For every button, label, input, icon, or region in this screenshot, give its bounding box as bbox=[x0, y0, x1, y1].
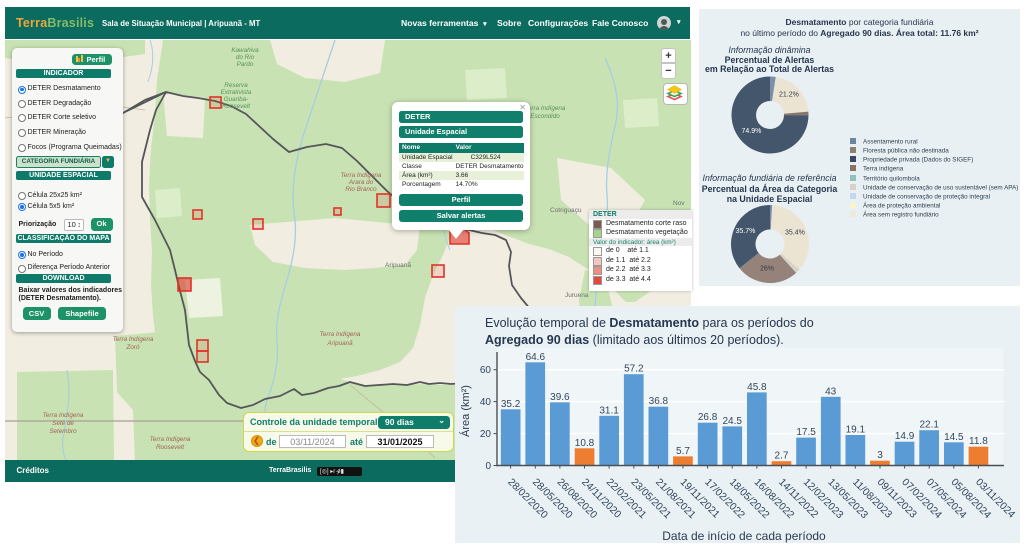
svg-text:3: 3 bbox=[877, 450, 883, 461]
svg-text:14.9: 14.9 bbox=[895, 431, 915, 442]
svg-text:Terra Indígena: Terra Indígena bbox=[43, 412, 84, 419]
svg-text:Pardo: Pardo bbox=[237, 61, 254, 68]
svg-text:36.8: 36.8 bbox=[649, 396, 669, 407]
svg-text:Aripuanã: Aripuanã bbox=[326, 340, 353, 347]
svg-text:Guariba-: Guariba- bbox=[224, 96, 249, 103]
svg-text:Nov: Nov bbox=[673, 200, 685, 207]
svg-text:Terra Indígena: Terra Indígena bbox=[341, 172, 382, 179]
svg-text:Roosevelt: Roosevelt bbox=[156, 444, 184, 451]
svg-text:Terra Indígena: Terra Indígena bbox=[320, 331, 361, 338]
svg-text:Setembro: Setembro bbox=[49, 428, 77, 435]
svg-text:Terra Indígena: Terra Indígena bbox=[113, 336, 154, 343]
svg-text:5.7: 5.7 bbox=[676, 446, 690, 457]
svg-text:43: 43 bbox=[825, 386, 837, 397]
svg-text:21.2%: 21.2% bbox=[779, 92, 799, 99]
svg-text:39.6: 39.6 bbox=[550, 392, 570, 403]
svg-text:Extrativista: Extrativista bbox=[221, 89, 252, 96]
svg-text:Aripuanã: Aripuanã bbox=[385, 262, 411, 269]
svg-text:Área (km²): Área (km²) bbox=[459, 385, 472, 437]
svg-text:64.6: 64.6 bbox=[526, 352, 546, 363]
svg-text:24.5: 24.5 bbox=[722, 416, 742, 427]
svg-text:35.4%: 35.4% bbox=[785, 230, 805, 237]
svg-text:Reserva: Reserva bbox=[224, 82, 248, 89]
svg-text:Arara do: Arara do bbox=[348, 179, 374, 186]
svg-text:0: 0 bbox=[485, 461, 491, 472]
svg-text:do Rio: do Rio bbox=[236, 54, 255, 61]
svg-text:Terra Indígena: Terra Indígena bbox=[150, 436, 191, 443]
svg-text:Data de início de cada período: Data de início de cada período bbox=[662, 529, 826, 543]
svg-text:17.5: 17.5 bbox=[796, 427, 816, 438]
svg-text:14.5: 14.5 bbox=[944, 432, 964, 443]
svg-text:19.1: 19.1 bbox=[846, 425, 866, 436]
svg-text:Juruena: Juruena bbox=[565, 292, 589, 299]
svg-text:40: 40 bbox=[480, 397, 492, 408]
svg-text:22.1: 22.1 bbox=[919, 420, 939, 431]
svg-text:Zoró: Zoró bbox=[126, 344, 140, 351]
svg-text:Sete de: Sete de bbox=[52, 420, 74, 427]
svg-text:10.8: 10.8 bbox=[575, 438, 595, 449]
svg-text:35.7%: 35.7% bbox=[735, 228, 755, 235]
svg-text:Cotriguaçu: Cotriguaçu bbox=[550, 207, 582, 214]
svg-text:74.9%: 74.9% bbox=[741, 128, 761, 135]
svg-text:Roosevelt: Roosevelt bbox=[222, 103, 250, 110]
svg-text:60: 60 bbox=[480, 365, 492, 376]
svg-text:Kawahiva: Kawahiva bbox=[231, 47, 259, 54]
svg-text:Escondido: Escondido bbox=[530, 113, 560, 120]
svg-text:26%: 26% bbox=[760, 266, 774, 273]
svg-text:31.1: 31.1 bbox=[599, 405, 619, 416]
svg-text:Terra Indígena: Terra Indígena bbox=[525, 105, 566, 112]
svg-text:35.2: 35.2 bbox=[501, 399, 521, 410]
svg-text:2.7: 2.7 bbox=[775, 451, 789, 462]
svg-text:57.2: 57.2 bbox=[624, 364, 644, 375]
svg-text:26.8: 26.8 bbox=[698, 412, 718, 423]
svg-text:20: 20 bbox=[480, 429, 492, 440]
svg-text:11.8: 11.8 bbox=[969, 436, 988, 447]
svg-text:45.8: 45.8 bbox=[747, 382, 767, 393]
svg-text:Rio Branco: Rio Branco bbox=[345, 186, 377, 193]
